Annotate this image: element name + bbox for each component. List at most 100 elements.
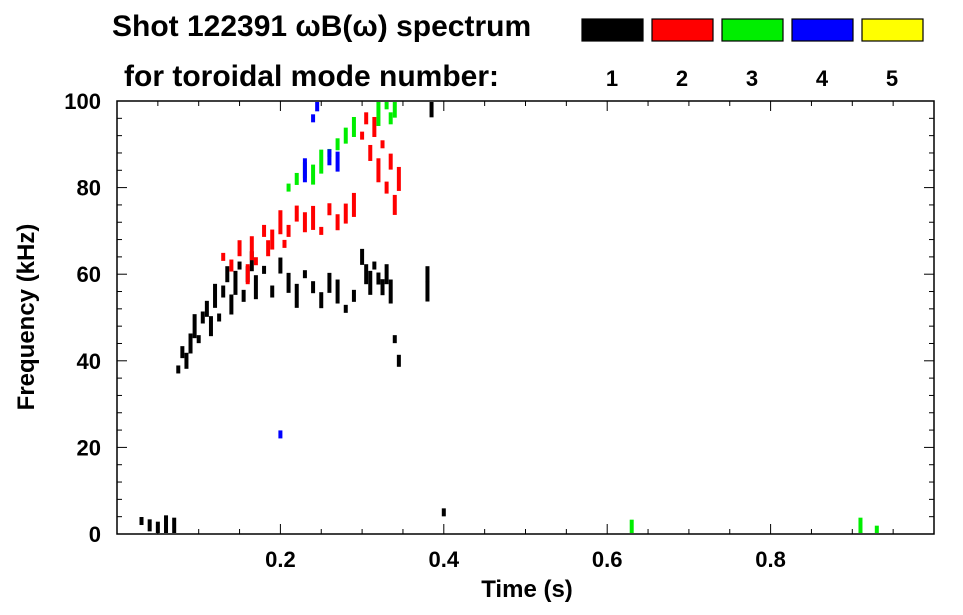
mode-2-mark [221,252,226,261]
legend-swatch-mode-5 [861,18,924,42]
mode-1-mark [237,261,242,270]
legend-swatch-mode-3 [721,18,784,42]
mode-1-mark [380,279,385,296]
mode-2-mark [266,240,271,257]
mode-1-mark [360,248,365,265]
mode-3-mark [319,149,324,174]
mode-3-mark [351,116,356,137]
y-tick-label: 80 [77,176,101,201]
mode-4-mark [327,149,332,166]
mode-1-mark [221,285,226,298]
mode-2-mark [237,240,242,257]
mode-1-mark [176,365,181,374]
mode-3-mark [384,102,389,110]
x-tick-label: 0.4 [429,547,460,572]
mode-1-mark [368,270,373,295]
mode-1-mark [319,292,324,309]
mode-1-mark [302,270,307,279]
mode-1-mark [286,272,291,293]
mode-2-mark [270,229,275,250]
mode-1-mark [396,354,401,367]
x-axis-label: Time (s) [481,576,573,603]
mode-1-mark [229,294,234,315]
mode-1-mark [217,313,222,322]
mode-1-mark [208,316,213,337]
mode-1-mark [241,289,246,302]
legend-label-mode-2: 2 [676,66,688,91]
legend-label-mode-4: 4 [816,66,829,91]
mode-1-mark [249,251,254,272]
mode-legend: 1 2 3 4 5 [581,18,924,91]
mode-1-mark [200,311,205,324]
mode-2-mark [229,259,234,272]
mode-1-mark [139,517,144,526]
mode-2-mark [327,203,332,216]
mode-2-mark [376,158,381,183]
mode-2-mark [372,116,377,137]
mode-1-mark [196,335,201,344]
mode-2-mark [384,181,389,194]
mode-2-mark [380,140,385,149]
mode-2-mark [286,224,291,237]
y-tick-label: 100 [64,89,101,114]
mode-3-mark [286,183,291,192]
mode-1-mark [233,270,238,295]
mode-1-mark [364,264,369,285]
mode-1-mark [372,261,377,270]
mode-3-mark [858,517,863,533]
mode-1-mark [204,300,209,317]
mode-1-mark [343,304,348,313]
spectrum-marks [139,102,879,533]
mode-2-mark [262,224,267,237]
mode-1-mark [172,517,177,533]
mode-2-mark [253,257,258,266]
mode-2-mark [396,166,401,191]
mode-1-mark [441,508,446,517]
mode-2-mark [282,239,287,248]
mode-2-mark [343,203,348,224]
mode-1-mark [225,266,230,283]
mode-3-mark [311,164,316,185]
mode-1-mark [388,279,393,304]
mode-2-mark [335,214,340,231]
chart-title: Shot 122391 ωB(ω) spectrum [112,10,531,43]
y-tick-label: 20 [77,435,101,460]
mode-1-mark [425,266,430,283]
mode-2-mark [392,194,397,215]
mode-1-mark [155,521,160,533]
y-axis: 0 20 40 60 80 100 [64,89,934,547]
mode-3-mark [874,525,879,533]
legend-label-mode-3: 3 [746,66,758,91]
mode-2-mark [245,264,250,285]
x-axis: 0.2 0.4 0.6 0.8 [157,101,894,572]
mode-1-mark [192,314,197,339]
mode-3-mark [376,102,381,126]
mode-2-mark [360,131,365,140]
mode-2-mark [388,153,393,170]
x-tick-label: 0.6 [592,547,623,572]
mode-4-mark [315,102,320,112]
mode-1-mark [429,102,434,118]
mode-1-mark [164,515,169,533]
mode-2-mark [302,212,307,233]
mode-1-mark [311,281,316,294]
mode-2-mark [249,236,254,261]
mode-1-mark [384,264,389,285]
mode-3-mark [294,172,299,185]
mode-4-mark [311,114,316,123]
mode-4-mark [302,158,307,183]
legend-swatch-mode-2 [651,18,714,42]
mode-2-mark [351,192,356,217]
legend-swatch-mode-1 [581,18,644,42]
x-tick-label: 0.2 [265,547,296,572]
legend-label-mode-1: 1 [606,66,618,91]
legend-swatch-mode-4 [791,18,854,42]
mode-1-mark [184,352,189,369]
mode-2-mark [364,112,369,125]
mode-2-mark [368,144,373,161]
mode-1-mark [180,346,185,359]
mode-1-mark [351,289,356,302]
mode-1-mark [376,272,381,285]
plot-frame [116,100,935,535]
